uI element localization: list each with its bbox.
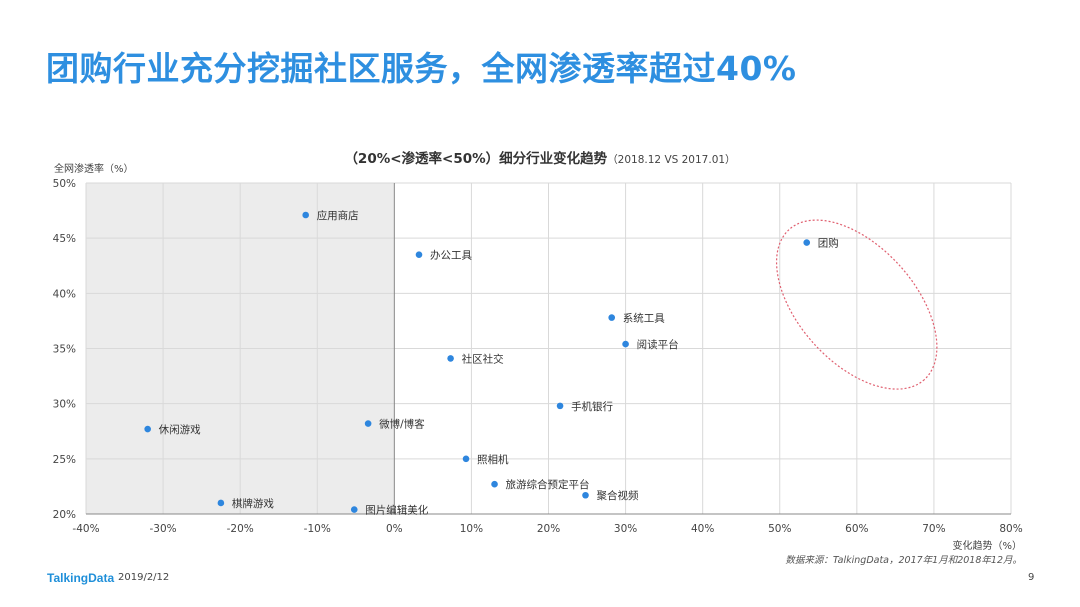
data-point [350, 506, 358, 513]
x-tick-label: 20% [537, 523, 560, 535]
data-label: 旅游综合预定平台 [506, 478, 590, 491]
axis-layer [86, 183, 1011, 515]
grid-layer [85, 182, 1012, 514]
x-tick-label: 40% [691, 523, 714, 535]
data-label: 棋牌游戏 [232, 497, 274, 510]
data-point [803, 239, 811, 246]
x-tick-label: 10% [460, 523, 483, 535]
y-tick-label: 35% [53, 344, 76, 356]
data-point [364, 420, 372, 427]
data-point [415, 251, 423, 259]
x-tick-label: -30% [150, 523, 177, 535]
data-label: 阅读平台 [637, 338, 679, 351]
data-point [144, 425, 151, 433]
x-tick-label: 60% [845, 523, 868, 535]
y-tick-label: 20% [53, 509, 76, 521]
x-tick-label: 0% [386, 523, 403, 535]
data-point [556, 402, 564, 410]
data-source-note: 数据来源：TalkingData，2017年1月和2018年12月。 [785, 554, 1022, 566]
talkingdata-logo: TalkingData [47, 571, 115, 585]
y-tick-label: 50% [53, 178, 76, 190]
x-axis-title: 变化趋势（%） [952, 539, 1022, 552]
data-point [302, 211, 309, 219]
x-tick-label: -10% [304, 523, 331, 535]
data-point [462, 455, 470, 463]
data-point [582, 491, 589, 499]
chart-title: （20%<渗透率<50%）细分行业变化趋势（2018.12 VS 2017.01… [344, 150, 735, 167]
data-label: 系统工具 [623, 312, 665, 325]
y-tick-label: 30% [53, 399, 76, 411]
data-point [622, 340, 629, 348]
data-label: 照相机 [477, 453, 509, 466]
x-tick-label: -40% [72, 523, 99, 535]
page-number: 9 [1028, 572, 1035, 583]
data-label: 聚合视频 [597, 489, 639, 502]
data-label: 社区社交 [462, 352, 504, 365]
y-tick-label: 25% [53, 454, 76, 466]
x-tick-label: 50% [768, 523, 791, 535]
x-tick-label: 80% [999, 523, 1022, 535]
data-point [608, 314, 616, 321]
data-label: 休闲游戏 [159, 423, 201, 436]
data-label: 办公工具 [430, 249, 472, 262]
data-label: 图片编辑美化 [365, 504, 428, 517]
footer-date: 2019/2/12 [118, 572, 170, 583]
data-point [217, 499, 225, 507]
x-tick-label: 30% [614, 523, 637, 535]
page-title: 团购行业充分挖掘社区服务，全网渗透率超过40% [46, 49, 797, 88]
chart-text-layer: （20%<渗透率<50%）细分行业变化趋势（2018.12 VS 2017.01… [54, 150, 1022, 566]
tick-label-layer: -40% -30% -20% -10% 0% 10% 20% 30% 40% 50% 60% 70% 8… [53, 178, 1023, 535]
y-axis-title: 全网渗透率（%） [54, 162, 134, 175]
data-label: 微博/博客 [379, 418, 425, 431]
x-tick-label: -20% [227, 523, 254, 535]
y-tick-label: 40% [53, 288, 76, 300]
y-tick-label: 45% [53, 233, 76, 245]
data-label: 团购 [818, 237, 839, 250]
x-tick-label: 70% [922, 523, 945, 535]
data-point [447, 355, 454, 362]
data-label: 应用商店 [317, 209, 359, 222]
data-point [491, 480, 498, 488]
data-label: 手机银行 [571, 400, 613, 413]
